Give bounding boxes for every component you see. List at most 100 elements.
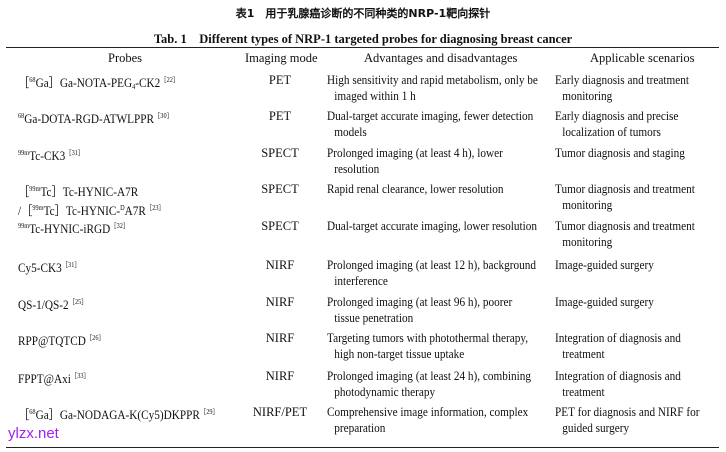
cell-line: Prolonged imaging (at least 4 h), lower [327, 146, 503, 160]
cell-line: PET for diagnosis and NIRF for [555, 405, 700, 419]
cell-line: High sensitivity and rapid metabolism, o… [327, 73, 538, 87]
cell-line: Early diagnosis and treatment [555, 73, 690, 87]
probe-cell: QS-1/QS-2［25］ [18, 294, 88, 313]
probe-cell: ［68Ga］Ga-NOTA-PEG4-CK2［22］ [18, 72, 179, 95]
cell-line: high non-target tissue uptake [334, 347, 465, 361]
scenarios-cell: Tumor diagnosis and treatment monitoring [555, 181, 720, 213]
probe-text-segment: 99m [18, 149, 30, 157]
bottom-rule [6, 447, 719, 448]
scenarios-cell: Early diagnosis and precise localization … [555, 108, 720, 140]
table-title-english: Tab. 1 Different types of NRP-1 targeted… [153, 32, 573, 46]
probe-text-segment: FPPT@Axi [18, 372, 71, 386]
cell-line: Tumor diagnosis and staging [555, 146, 685, 160]
probe-text-segment: Ga］Ga-NOTA-PEG [35, 76, 133, 90]
header-advantages: Advantages and disadvantages [364, 51, 518, 65]
cell-line: treatment [562, 385, 605, 399]
imaging-mode-cell: NIRF [265, 258, 295, 272]
scenarios-cell: Tumor diagnosis and staging [555, 145, 720, 161]
cell-line: Dual-target accurate imaging, lower reso… [327, 219, 538, 233]
advantages-cell: Prolonged imaging (at least 12 h), backg… [327, 257, 552, 289]
cell-line: tissue penetration [334, 311, 414, 325]
cell-line: resolution [334, 162, 380, 176]
scenarios-cell: PET for diagnosis and NIRF for guided sur… [555, 404, 720, 436]
imaging-mode-cell: SPECT [261, 219, 299, 233]
probe-text-segment: Cy5-CK3 [18, 261, 62, 275]
cell-line: Tumor diagnosis and treatment [555, 219, 695, 233]
cell-line: guided surgery [562, 421, 630, 435]
header-scenarios: Applicable scenarios [590, 51, 695, 65]
cell-line: localization of tumors [562, 125, 661, 139]
probe-text-segment: 99m [18, 222, 30, 230]
cell-line: imaged within 1 h [334, 89, 416, 103]
probe-text-segment: ［30］ [154, 112, 173, 120]
probe-text-segment: /［ [18, 204, 33, 218]
probe-text-segment: ［ [18, 76, 30, 90]
advantages-cell: Dual-target accurate imaging, fewer dete… [327, 108, 552, 140]
scenarios-cell: Tumor diagnosis and treatment monitoring [555, 218, 720, 250]
cell-line: photodynamic therapy [334, 385, 436, 399]
probe-cell: FPPT@Axi［33］ [18, 368, 90, 387]
advantages-cell: Dual-target accurate imaging, lower reso… [327, 218, 552, 234]
cell-line: Prolonged imaging (at least 12 h), backg… [327, 258, 537, 272]
probe-text-segment: ［ [18, 408, 30, 422]
cell-line: models [334, 125, 367, 139]
probe-cell: 99mTc-HYNIC-iRGD［32］ [18, 218, 129, 237]
imaging-mode-cell: NIRF [265, 331, 295, 345]
cell-line: Integration of diagnosis and [555, 331, 681, 345]
probe-text-segment: ［29］ [199, 408, 219, 416]
advantages-cell: Prolonged imaging (at least 24 h), combi… [327, 368, 552, 400]
imaging-mode-cell: NIRF [265, 369, 295, 383]
probe-text-segment: ［33］ [70, 372, 90, 380]
cell-line: Integration of diagnosis and [555, 369, 681, 383]
imaging-mode-cell: NIRF/PET [252, 405, 308, 419]
probe-text-segment: 68 [29, 76, 36, 84]
imaging-mode-cell: NIRF [265, 295, 295, 309]
cell-line: Comprehensive image information, complex [327, 405, 529, 419]
advantages-cell: Comprehensive image information, complex… [327, 404, 552, 436]
probe-text-segment: D [120, 204, 125, 212]
cell-line: interference [334, 274, 388, 288]
advantages-cell: Rapid renal clearance, lower resolution [327, 181, 552, 197]
probe-text-segment: ［23］ [145, 204, 165, 212]
probe-text-segment: Ga］Ga-NODAGA-K(Cy5)DKPPR [35, 408, 200, 422]
probe-text-segment: 68 [18, 112, 25, 120]
probe-text-segment: ［22］ [160, 76, 180, 84]
cell-line: Rapid renal clearance, lower resolution [327, 182, 504, 196]
imaging-mode-cell: PET [268, 109, 292, 123]
cell-line: preparation [334, 421, 386, 435]
probe-text-segment: QS-1/QS-2 [18, 298, 69, 312]
scenarios-cell: Integration of diagnosis and treatment [555, 330, 720, 362]
cell-line: Targeting tumors with photothermal thera… [327, 331, 529, 345]
imaging-mode-cell: SPECT [261, 146, 299, 160]
advantages-cell: Prolonged imaging (at least 96 h), poore… [327, 294, 552, 326]
advantages-cell: Prolonged imaging (at least 4 h), lower r… [327, 145, 552, 177]
probe-cell: ［99mTc］Tc-HYNIC-A7R/［99mTc］Tc-HYNIC-DA7R… [18, 181, 165, 219]
advantages-cell: Targeting tumors with photothermal thera… [327, 330, 552, 362]
probe-text-segment: Tc］Tc-HYNIC-A7R [40, 185, 139, 199]
scenarios-cell: Image-guided surgery [555, 257, 720, 273]
probe-cell: 99mTc-CK3［31］ [18, 145, 84, 164]
probe-text-segment: ［32］ [110, 222, 130, 230]
probe-text-segment: Tc］Tc-HYNIC- [43, 204, 121, 218]
scenarios-cell: Integration of diagnosis and treatment [555, 368, 720, 400]
probe-text-segment: 99m [32, 204, 44, 212]
table-title-chinese: 表1 用于乳腺癌诊断的不同种类的NRP-1靶向探针 [235, 7, 491, 20]
probe-text-segment: 99m [29, 185, 41, 193]
probe-text-segment: ［31］ [65, 149, 85, 157]
watermark: ylzx.net [8, 425, 59, 442]
probe-text-segment: Tc-CK3 [29, 149, 66, 163]
cell-line: monitoring [562, 198, 613, 212]
cell-line: monitoring [562, 235, 613, 249]
header-imaging-mode: Imaging mode [245, 51, 318, 65]
scenarios-cell: Image-guided surgery [555, 294, 720, 310]
advantages-cell: High sensitivity and rapid metabolism, o… [327, 72, 552, 104]
cell-line: Image-guided surgery [555, 295, 654, 309]
cell-line: Prolonged imaging (at least 96 h), poore… [327, 295, 513, 309]
cell-line: Tumor diagnosis and treatment [555, 182, 695, 196]
probe-text-segment: A7R [124, 204, 146, 218]
probe-text-segment: ［31］ [61, 261, 81, 269]
cell-line: Image-guided surgery [555, 258, 654, 272]
imaging-mode-cell: SPECT [261, 182, 299, 196]
top-rule [6, 47, 719, 48]
